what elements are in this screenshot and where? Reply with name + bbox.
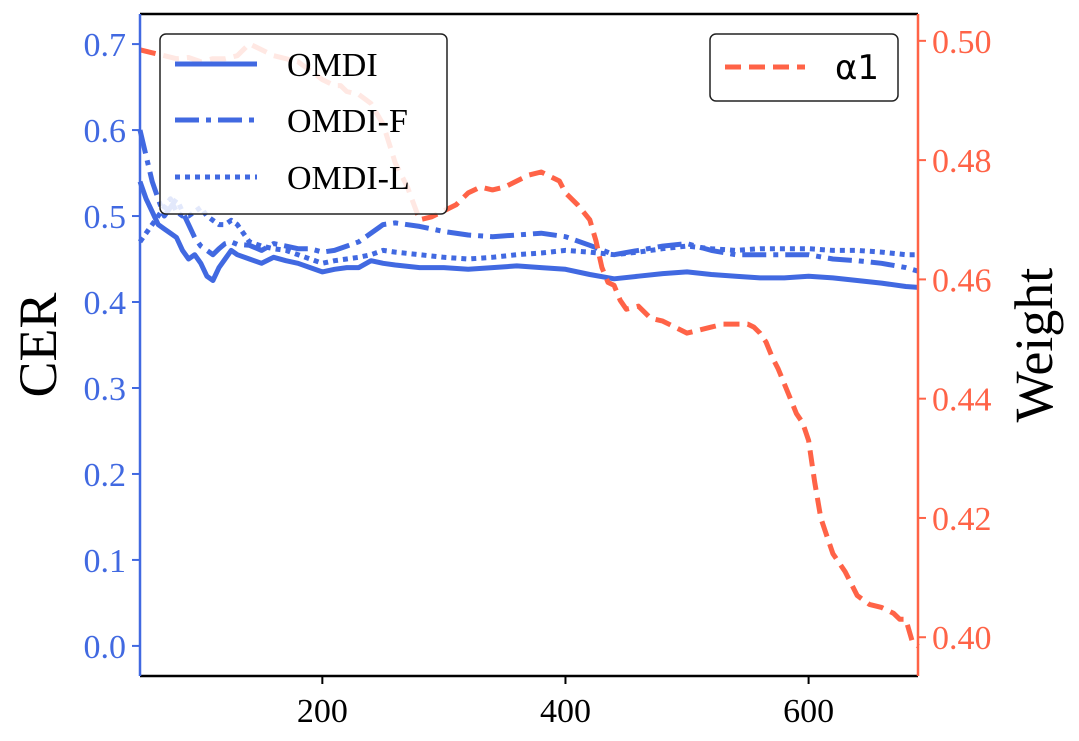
legend-left-frame bbox=[159, 33, 448, 215]
x-axis-ticks: 200 400 600 bbox=[297, 676, 834, 730]
right-tick-label: 0.40 bbox=[932, 620, 992, 657]
left-axis-title: CER bbox=[8, 292, 68, 397]
left-tick-label: 0.6 bbox=[84, 113, 127, 150]
legend-label-omdi: OMDI bbox=[287, 47, 378, 84]
right-tick-label: 0.48 bbox=[932, 143, 992, 180]
legend-left: OMDI OMDI-F OMDI-L bbox=[159, 33, 448, 215]
legend-label-omdi-l: OMDI-L bbox=[287, 160, 410, 197]
legend-right: α1 bbox=[709, 33, 899, 102]
series-line-omdi-f bbox=[137, 129, 919, 274]
right-axis-ticks: 0.40 0.42 0.44 0.46 0.48 0.50 bbox=[918, 24, 992, 657]
right-tick-label: 0.46 bbox=[932, 262, 992, 299]
axis-spines bbox=[138, 12, 920, 678]
series-line-omdi bbox=[137, 180, 919, 290]
right-tick-label: 0.42 bbox=[932, 501, 992, 538]
left-tick-label: 0.2 bbox=[84, 457, 127, 494]
left-tick-label: 0.7 bbox=[84, 27, 127, 64]
x-tick-label: 200 bbox=[297, 693, 348, 730]
right-tick-label: 0.50 bbox=[932, 24, 992, 61]
legend-label-alpha1: α1 bbox=[835, 48, 879, 88]
x-tick-label: 600 bbox=[783, 693, 834, 730]
left-tick-label: 0.5 bbox=[84, 199, 127, 236]
left-tick-label: 0.0 bbox=[84, 629, 127, 666]
right-axis-title: Weight bbox=[1004, 268, 1064, 423]
left-tick-label: 0.4 bbox=[84, 285, 127, 322]
x-tick-label: 400 bbox=[540, 693, 591, 730]
left-tick-label: 0.3 bbox=[84, 371, 127, 408]
left-axis-ticks: 0.0 0.1 0.2 0.3 0.4 0.5 0.6 0.7 bbox=[84, 27, 140, 666]
legend-label-omdi-f: OMDI-F bbox=[287, 103, 408, 140]
left-tick-label: 0.1 bbox=[84, 543, 127, 580]
right-tick-label: 0.44 bbox=[932, 382, 992, 419]
